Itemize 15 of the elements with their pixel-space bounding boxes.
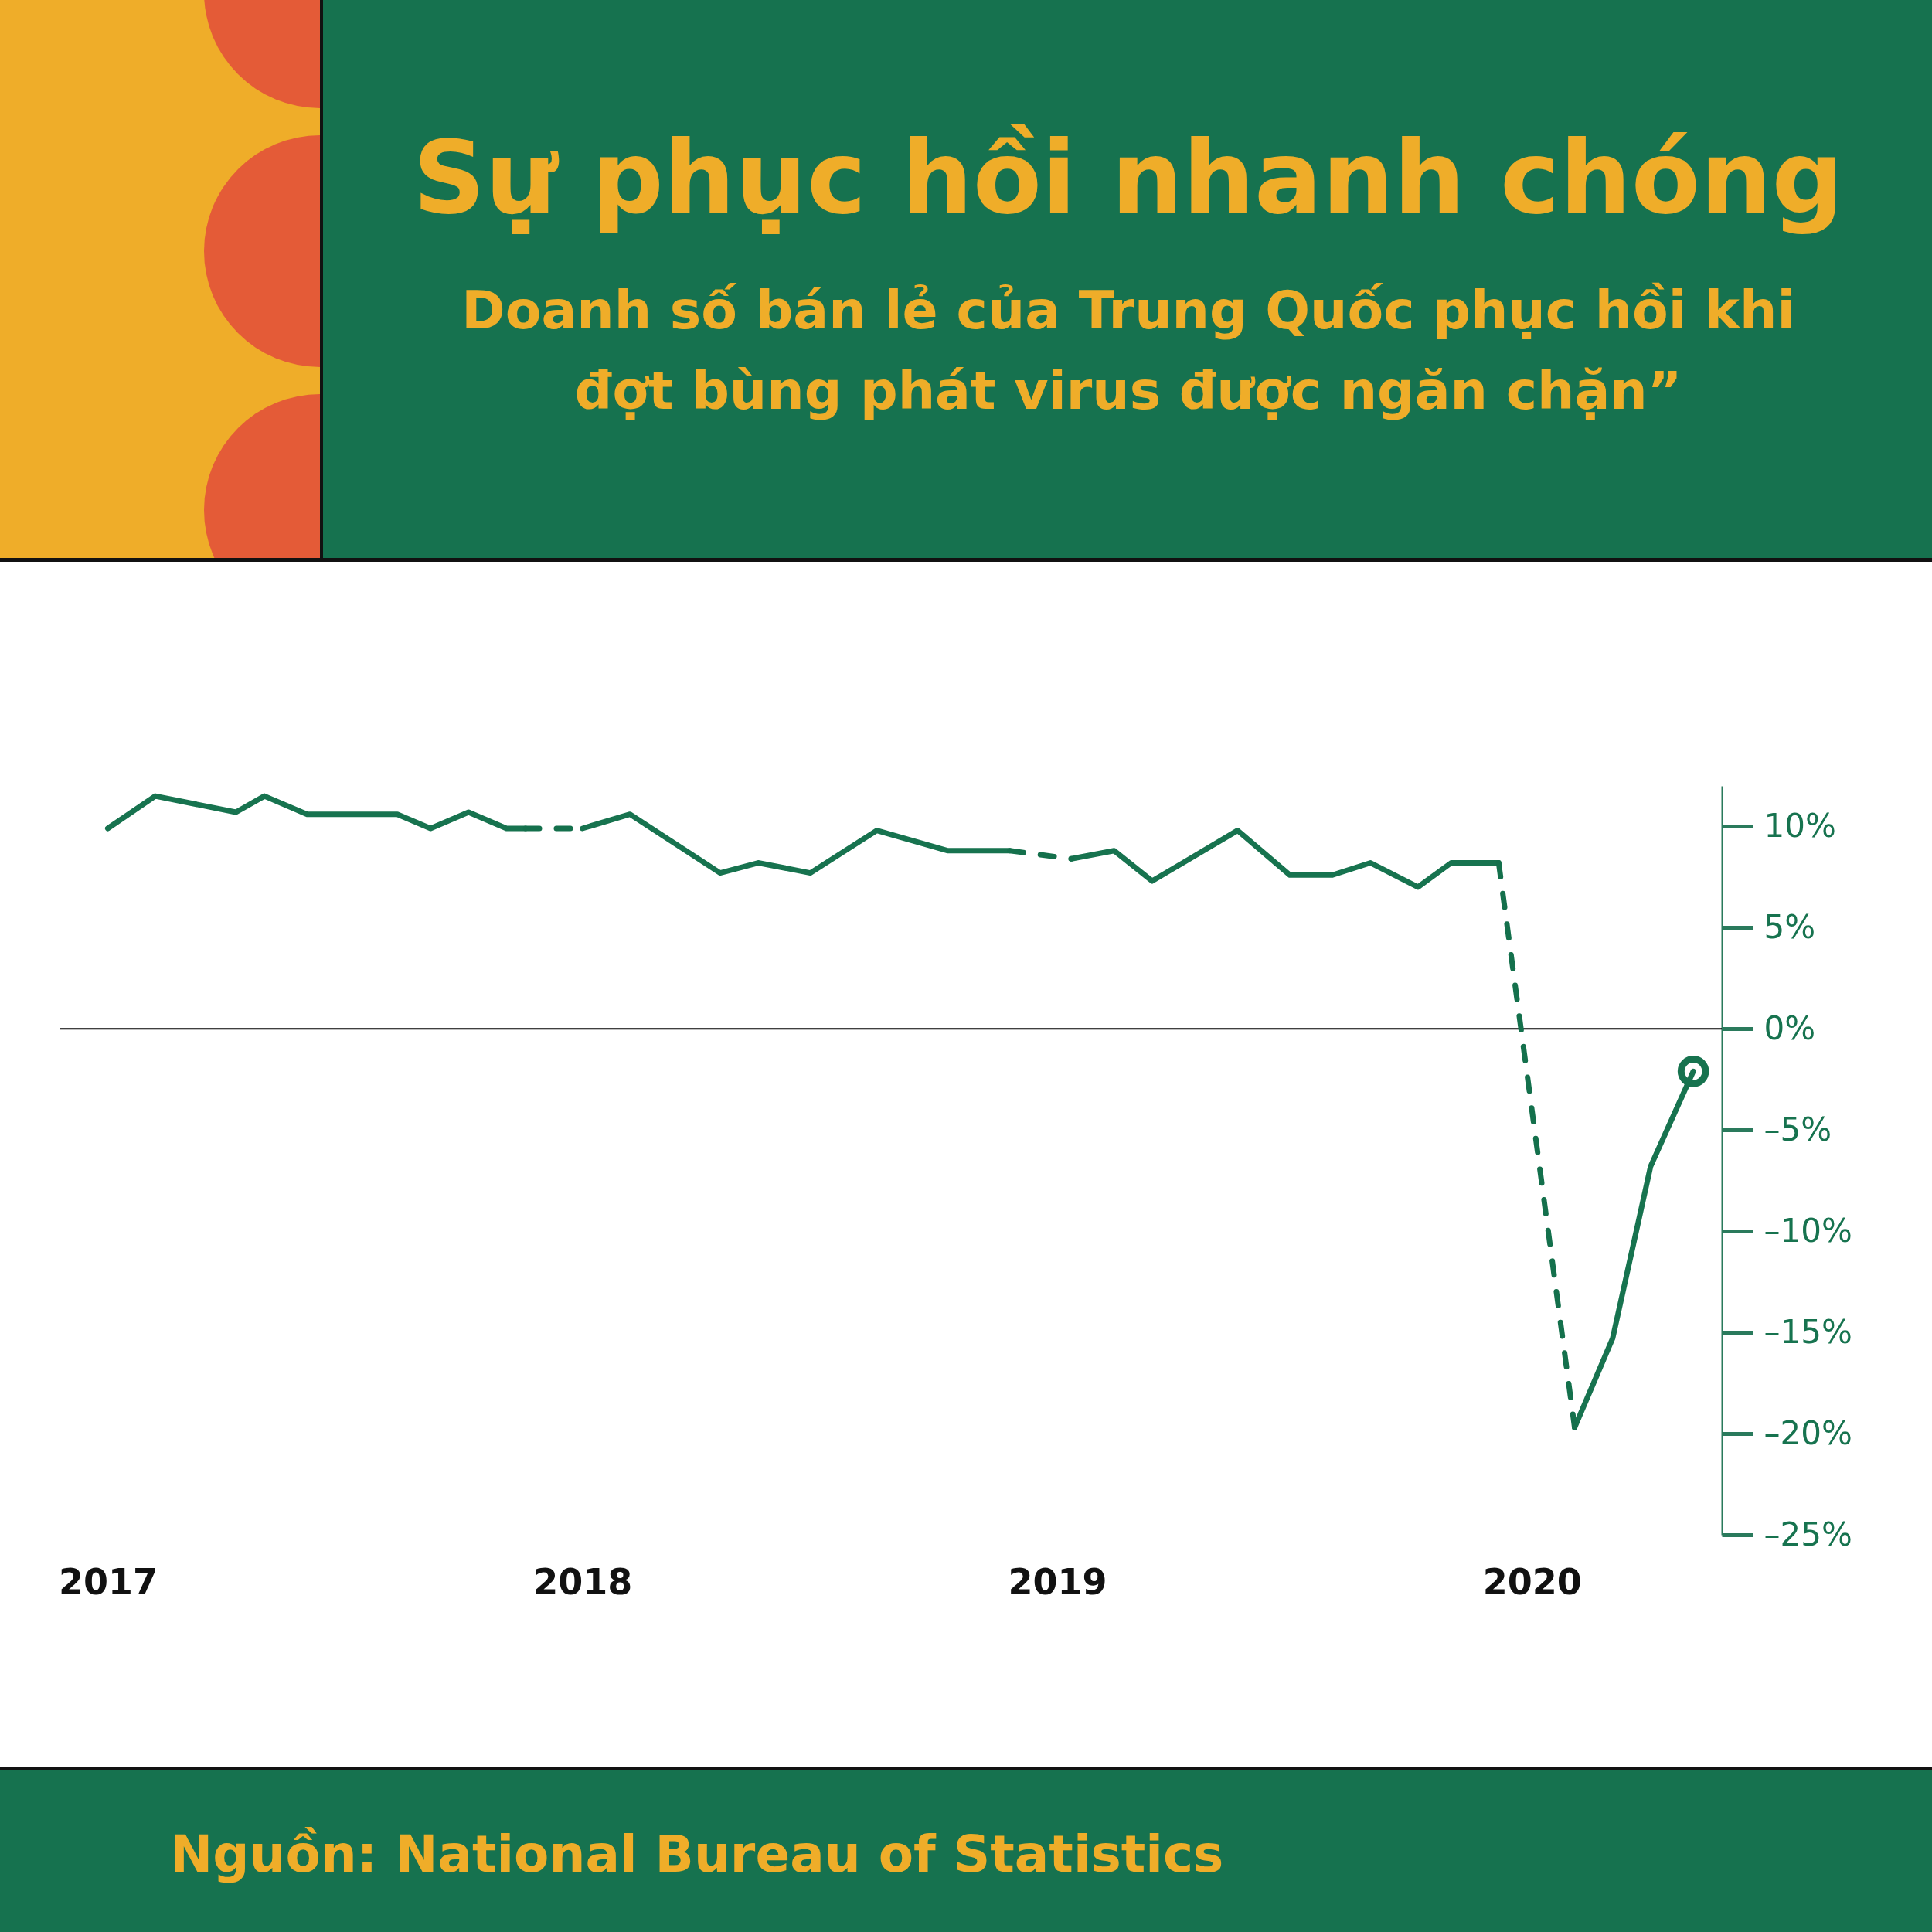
chart-title: Sự phục hồi nhanh chóng xyxy=(412,118,1845,238)
x-tick-label: 2017 xyxy=(58,1560,158,1603)
y-tick-label: –25% xyxy=(1764,1515,1852,1553)
text: Nguồn: National Bureau of Statistics xyxy=(170,1825,1224,1884)
y-tick-label: 5% xyxy=(1764,907,1816,946)
x-tick-label: 2018 xyxy=(533,1560,633,1603)
y-tick-label: –20% xyxy=(1764,1413,1852,1452)
y-tick-label: 10% xyxy=(1764,806,1836,845)
y-tick-label: –10% xyxy=(1764,1211,1852,1250)
x-tick-label: 2020 xyxy=(1482,1560,1582,1603)
x-tick-label: 2019 xyxy=(1008,1560,1107,1603)
y-tick-label: –15% xyxy=(1764,1312,1852,1351)
y-tick-label: 0% xyxy=(1764,1009,1816,1047)
chart-subtitle: Doanh số bán lẻ của Trung Quốc phục hồi khi đợt bùng phát virus được ngăn chặn” xyxy=(461,279,1796,423)
y-tick-label: –5% xyxy=(1764,1110,1832,1148)
